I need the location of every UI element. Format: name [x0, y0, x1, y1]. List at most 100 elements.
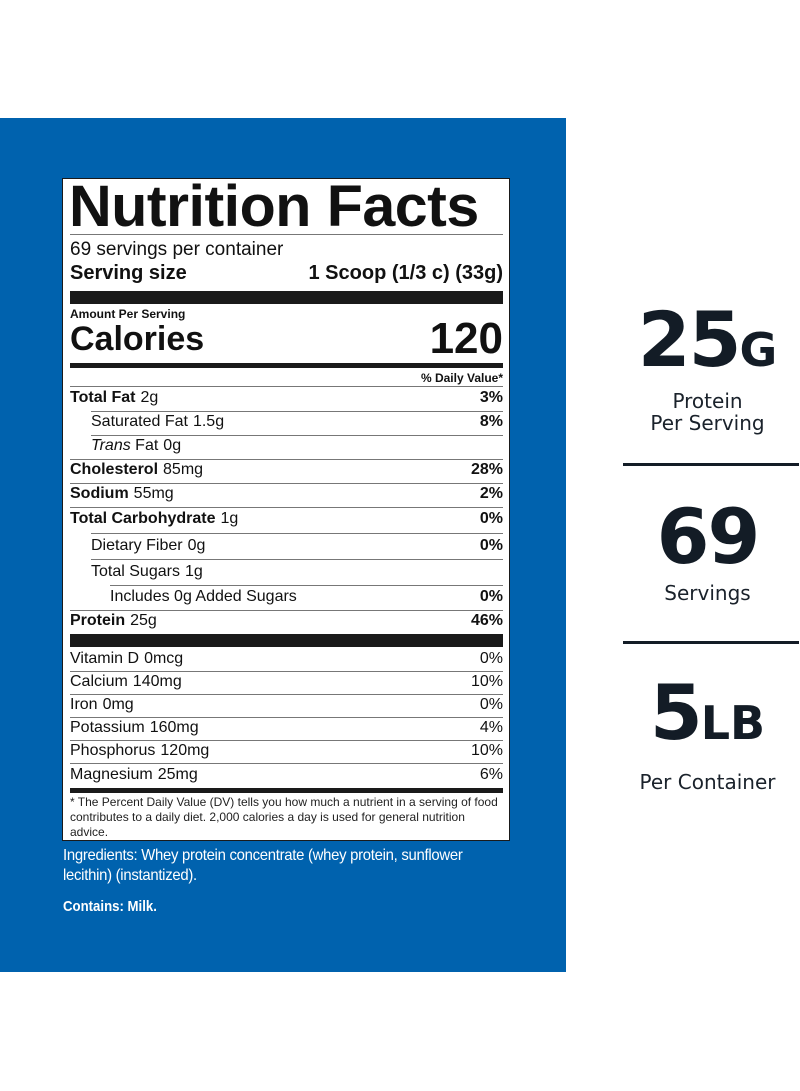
calories-label: Calories [70, 320, 205, 358]
stat-value: 69 [656, 492, 761, 581]
stat-caption: Servings [664, 581, 751, 605]
nutrient-name: Saturated Fat [91, 413, 188, 430]
thick-divider [70, 291, 503, 304]
nutrient-dv: 0% [479, 510, 503, 527]
medium-divider [70, 788, 503, 793]
stat-unit: G [739, 323, 778, 377]
stat-value: 25 [637, 295, 742, 384]
vitamin-dv: 4% [479, 719, 503, 736]
nutrient-name: Dietary Fiber [91, 537, 183, 554]
nutrient-row-cholesterol: Cholesterol 85mg 28% [70, 459, 503, 481]
nutrient-row-saturated-fat: Saturated Fat 1.5g 8% [70, 411, 503, 433]
vitamin-row-phosphorus: Phosphorus 120mg 10% [70, 740, 503, 762]
ingredients-text: Ingredients: Whey protein concentrate (w… [63, 847, 463, 884]
stat-caption: Per Serving [650, 411, 765, 435]
vitamin-row-iron: Iron 0mg 0% [70, 694, 503, 716]
vitamin-row-calcium: Calcium 140mg 10% [70, 671, 503, 693]
nutrient-amount: 85mg [163, 461, 204, 478]
vitamin-amount: 120mg [160, 742, 210, 759]
vitamin-amount: 25mg [157, 766, 198, 783]
stat-protein: 25G Protein Per Serving [615, 300, 800, 435]
vitamin-amount: 0mcg [144, 650, 184, 667]
vitamin-dv: 0% [479, 650, 503, 667]
nutrient-dv: 0% [479, 537, 503, 554]
label-title: Nutrition Facts [69, 174, 479, 239]
divider [91, 559, 503, 560]
nutrient-row-dietary-fiber: Dietary Fiber 0g 0% [70, 535, 503, 557]
amount-per-serving: Amount Per Serving [70, 307, 186, 321]
nutrient-row-sodium: Sodium 55mg 2% [70, 483, 503, 505]
nutrient-name: Cholesterol [70, 461, 159, 478]
medium-divider [70, 363, 503, 368]
vitamin-row-magnesium: Magnesium 25mg 6% [70, 764, 503, 786]
divider [70, 717, 503, 718]
stat-value: 5 [649, 668, 703, 757]
vitamin-dv: 0% [479, 696, 503, 713]
nutrient-dv: 8% [479, 413, 503, 430]
divider [70, 459, 503, 460]
stat-caption: Per Container [639, 770, 776, 794]
vitamin-name: Iron [70, 696, 98, 713]
nutrient-name: Total Fat [70, 389, 136, 406]
nutrient-name: Includes 0g Added Sugars [110, 588, 297, 605]
vitamin-name: Potassium [70, 719, 145, 736]
nutrient-amount: 55mg [133, 485, 174, 502]
thick-divider [70, 634, 503, 647]
nutrient-row-protein: Protein 25g 46% [70, 610, 503, 632]
vitamin-amount: 140mg [132, 673, 182, 690]
nutrient-dv: 0% [479, 588, 503, 605]
serving-size-value: 1 Scoop (1/3 c) (33g) [308, 262, 504, 284]
serving-size-row: Serving size 1 Scoop (1/3 c) (33g) [70, 261, 503, 285]
divider [70, 694, 503, 695]
nutrition-facts-label: Nutrition Facts 69 servings per containe… [62, 174, 510, 841]
nutrient-dv: 2% [479, 485, 503, 502]
nutrient-amount: 2g [140, 389, 159, 406]
divider [70, 610, 503, 611]
nutrient-amount: 0g [163, 437, 182, 454]
vitamin-name: Vitamin D [70, 650, 140, 667]
divider [70, 507, 503, 508]
divider [110, 585, 503, 586]
divider [91, 435, 503, 436]
nutrient-name: Protein [70, 612, 126, 629]
nutrient-name: Sodium [70, 485, 129, 502]
calories-row: Calories 120 [70, 317, 503, 361]
nutrient-name: Total Sugars [91, 563, 180, 580]
nutrient-row-trans-fat: Trans Fat 0g [70, 435, 503, 457]
divider [70, 671, 503, 672]
allergen-contains-text: Contains: Milk. [63, 898, 157, 915]
stat-divider [623, 641, 799, 644]
nutrient-row-total-carbohydrate: Total Carbohydrate 1g 0% [70, 508, 503, 530]
nutrient-amount: 0g [187, 537, 206, 554]
nutrient-amount: 1.5g [192, 413, 225, 430]
servings-per-container: 69 servings per container [70, 239, 284, 260]
vitamin-row-vitamin-d: Vitamin D 0mcg 0% [70, 648, 503, 670]
nutrient-dv: 46% [470, 612, 503, 629]
daily-value-header: % Daily Value* [420, 371, 503, 385]
stat-unit: LB [700, 696, 766, 750]
nutrient-row-total-fat: Total Fat 2g 3% [70, 387, 503, 409]
nutrient-row-added-sugars: Includes 0g Added Sugars 0% [70, 586, 503, 608]
stat-weight: 5LB Per Container [615, 673, 800, 794]
nutrient-row-total-sugars: Total Sugars 1g [70, 561, 503, 583]
divider [70, 483, 503, 484]
vitamin-name: Magnesium [70, 766, 153, 783]
stat-servings: 69 Servings [615, 497, 800, 605]
divider [70, 740, 503, 741]
divider [70, 386, 503, 387]
vitamin-amount: 160mg [149, 719, 199, 736]
vitamin-name: Calcium [70, 673, 128, 690]
divider [91, 411, 503, 412]
vitamin-amount: 0mg [102, 696, 134, 713]
divider [70, 234, 503, 235]
vitamin-dv: 10% [470, 742, 503, 759]
nutrient-amount: 1g [184, 563, 203, 580]
serving-size-label: Serving size [70, 262, 187, 284]
nutrient-dv: 3% [479, 389, 503, 406]
nutrient-dv: 28% [470, 461, 503, 478]
nutrient-amount: 1g [220, 510, 239, 527]
calories-value: 120 [429, 314, 503, 363]
stat-divider [623, 463, 799, 466]
nutrient-name-italic: Trans [91, 437, 131, 454]
vitamin-name: Phosphorus [70, 742, 156, 759]
